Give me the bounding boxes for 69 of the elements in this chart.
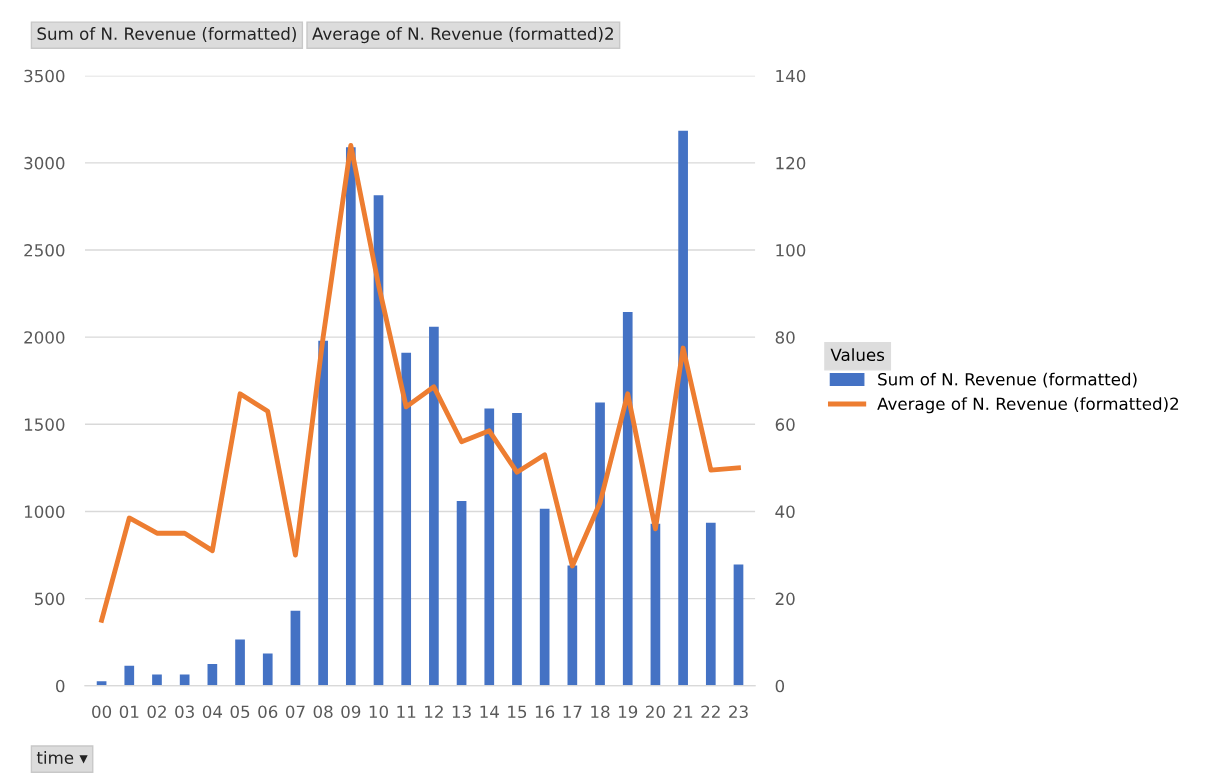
bar: [318, 340, 328, 686]
x-tick-label: 15: [508, 705, 527, 719]
y2-tick-label: 120: [776, 156, 806, 170]
y2-tick-label: 0: [775, 679, 785, 693]
y-tick-label: 0: [56, 679, 65, 693]
y2-tick-label: 40: [775, 505, 795, 519]
y2-tick-label: 20: [775, 592, 795, 606]
bar: [678, 130, 688, 686]
y-tick-label: 1500: [24, 418, 65, 431]
legend-label: Average of N. Revenue (formatted)2: [877, 397, 1179, 414]
y-tick-label: 500: [35, 592, 65, 606]
x-tick-label: 03: [175, 705, 194, 719]
bar: [539, 508, 550, 686]
y2-tick-label: 60: [775, 418, 795, 431]
x-tick-label: 17: [563, 705, 582, 718]
bar: [595, 402, 605, 686]
bar: [650, 523, 661, 686]
bar: [345, 147, 356, 686]
x-tick-label: 07: [285, 705, 305, 719]
bar: [484, 408, 495, 686]
bar: [733, 564, 744, 686]
bar: [705, 522, 716, 686]
y-tick-label: 1000: [24, 505, 65, 519]
bar: [567, 565, 578, 686]
x-tick-label: 01: [119, 705, 139, 719]
bar: [124, 665, 135, 686]
bar: [262, 653, 273, 686]
x-tick-label: 21: [673, 705, 693, 718]
x-tick-label: 22: [701, 705, 720, 718]
x-tick-label: 08: [313, 705, 333, 719]
y-tick-label: 2500: [24, 243, 65, 257]
y-tick-label: 2000: [24, 331, 65, 344]
bar: [152, 674, 162, 686]
x-tick-label: 20: [646, 705, 665, 719]
x-tick-label: 06: [258, 705, 278, 719]
y-tick-label: 3500: [24, 69, 65, 83]
x-tick-label: 19: [618, 705, 638, 719]
x-tick-label: 00: [92, 705, 112, 719]
bar: [179, 674, 190, 686]
bar: [235, 639, 245, 686]
text: time ▾: [36, 751, 88, 764]
bar: [290, 610, 301, 686]
bar: [512, 412, 522, 686]
bar: [401, 352, 412, 686]
x-tick-label: 12: [425, 705, 443, 718]
x-tick-label: 11: [397, 705, 416, 718]
line-series: [99, 143, 741, 623]
text: Average of N. Revenue (formatted)2: [312, 27, 613, 44]
y-tick-label: 3000: [24, 156, 65, 170]
x-tick-label: 04: [202, 705, 223, 719]
x-tick-label: 14: [480, 705, 499, 718]
bar: [207, 663, 218, 686]
x-tick-label: 13: [452, 705, 471, 719]
x-tick-label: 05: [230, 705, 250, 719]
bar: [456, 500, 467, 686]
bar: [429, 326, 439, 686]
x-tick-label: 16: [535, 705, 555, 719]
text: Sum of N. Revenue (formatted): [37, 27, 296, 42]
x-tick-label: 23: [729, 705, 748, 719]
legend-label: Sum of N. Revenue (formatted): [878, 372, 1137, 388]
x-tick-label: 09: [341, 705, 361, 719]
legend-title: Values: [830, 348, 885, 362]
y2-tick-label: 100: [776, 243, 806, 257]
x-tick-label: 18: [591, 705, 610, 719]
x-tick-label: 02: [147, 705, 166, 719]
x-tick-label: 10: [369, 705, 388, 719]
y2-tick-label: 80: [775, 331, 795, 344]
bar: [622, 311, 633, 686]
y2-tick-label: 140: [776, 69, 806, 83]
